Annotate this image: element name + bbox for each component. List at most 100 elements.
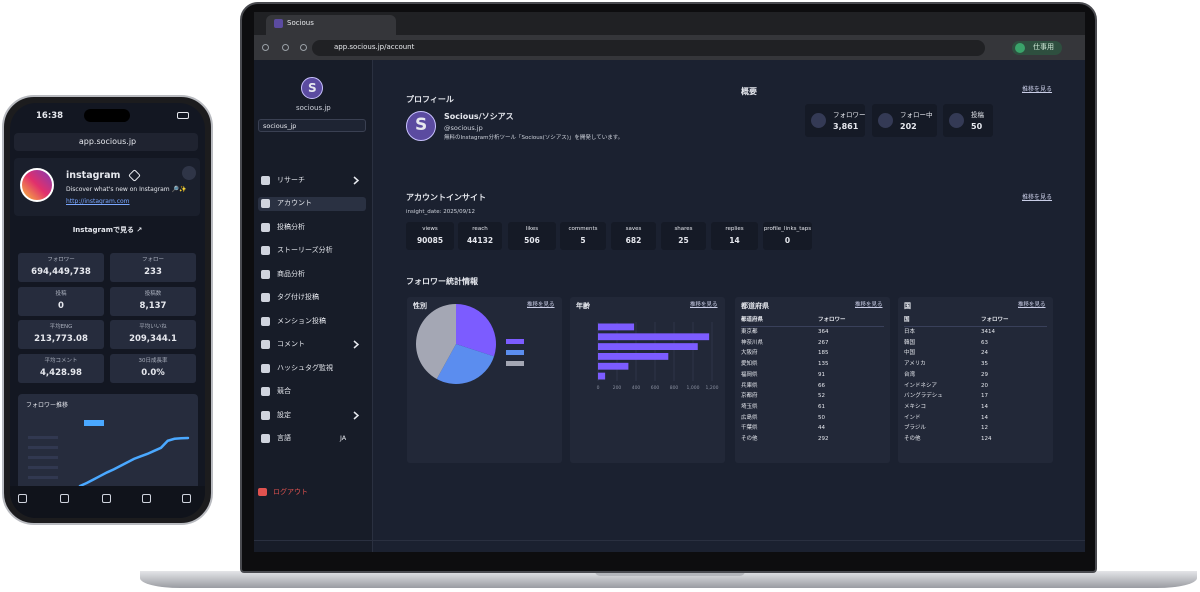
pie-slice — [456, 304, 496, 357]
menu-item[interactable]: リサーチ — [277, 176, 305, 184]
menu-icon — [261, 411, 270, 420]
ig-link[interactable]: http://instagram.com — [66, 198, 130, 205]
stat-value: 3,861 — [833, 122, 859, 131]
account-name: socious.jp — [296, 104, 331, 112]
menu-item[interactable]: アカウント — [277, 199, 312, 207]
link[interactable]: 推移を見る — [690, 302, 718, 308]
metric-label: likes — [525, 226, 539, 232]
phone-url[interactable]: app.socious.jp — [78, 137, 137, 146]
tab-favicon — [274, 19, 283, 28]
menu-item[interactable]: 設定 — [277, 411, 291, 419]
laptop-base — [140, 571, 1197, 588]
stat-card: 都道府県 推移を見る 都道府県 フォロワー 東京都 364 神奈川県 267 大阪府 185 愛知県… — [735, 297, 890, 463]
account-select: socious_jp — [258, 119, 366, 132]
insight-date: insight_date: 2025/09/12 — [406, 209, 475, 215]
x-tick-label: 0 — [597, 385, 600, 391]
link[interactable]: 推移を見る — [1022, 86, 1053, 93]
menu-item[interactable]: 言語 — [277, 434, 291, 442]
table-cell: アメリカ — [904, 361, 926, 368]
ig-button[interactable]: Instagramで見る ↗ — [72, 226, 143, 234]
nav-icon — [142, 494, 151, 503]
nav-button — [262, 44, 269, 51]
menu-item[interactable]: タグ付け投稿 — [277, 293, 319, 301]
chevron-icon — [353, 340, 360, 349]
logo: S — [301, 77, 323, 99]
omnibox — [312, 40, 985, 56]
table-header: 都道府県 — [741, 317, 764, 323]
metric-card: comments 5 — [560, 222, 606, 250]
table-header: フォロワー — [981, 317, 1009, 323]
url-bar — [14, 133, 198, 151]
metric-label: saves — [625, 226, 642, 232]
menu-item[interactable]: 投稿分析 — [277, 223, 305, 231]
phone-stat: フォロワー 694,449,738 — [18, 253, 104, 282]
link[interactable]: 推移を見る — [1018, 302, 1046, 308]
phone-stat: フォロー 233 — [110, 253, 196, 282]
stat-label: フォロー中 — [900, 111, 933, 119]
table-cell: 63 — [981, 339, 988, 346]
link[interactable]: 推移を見る — [1022, 194, 1053, 201]
profile-avatar — [1015, 43, 1025, 53]
stat-card: 国推移を見る国フォロワー 日本 3414 韓国 63 中国 24 アメリカ 35 台湾 29 インドネ… — [898, 297, 1053, 463]
table-cell: 12 — [981, 425, 988, 432]
chevron — [353, 411, 360, 420]
bar — [598, 323, 635, 331]
x-tick-label: 200 — [613, 385, 622, 391]
stat-value: 202 — [900, 122, 917, 131]
bar — [598, 353, 669, 360]
bar — [598, 333, 710, 341]
phone-stat-value: 8,137 — [139, 300, 167, 311]
table-cell: 61 — [818, 403, 825, 410]
tab-title[interactable]: Socious — [287, 19, 314, 27]
menu-item[interactable]: コメント — [277, 340, 305, 348]
link[interactable]: 推移を見る — [855, 302, 883, 308]
phone-stat: 投稿数 8,137 — [110, 286, 196, 316]
table-cell: インドネシア — [904, 382, 938, 389]
status-time: 16:38 — [36, 111, 64, 121]
language-value: JA — [340, 434, 347, 442]
metric-value: 0 — [784, 236, 791, 245]
phone-stat-value: 0 — [58, 300, 64, 311]
address-url[interactable]: app.socious.jp/account — [334, 43, 415, 51]
menu-item[interactable]: 商品分析 — [277, 270, 305, 278]
phone-stat: 平均いいね 209,344.1 — [110, 320, 196, 349]
ig-name: instagram — [66, 170, 121, 181]
menu-item[interactable]: ハッシュタグ監視 — [277, 364, 333, 372]
metric-value: 25 — [678, 236, 689, 245]
overview-card: フォロー中 202 — [872, 104, 937, 137]
x-tick-label: 400 — [632, 385, 641, 391]
metric-value: 682 — [625, 236, 642, 245]
phone-stat-value: 233 — [144, 267, 162, 277]
overview-card: 投稿 50 — [943, 104, 993, 137]
legend-swatch — [506, 350, 524, 355]
metric-label: profile_links_taps — [763, 226, 812, 232]
phone-screen: 16:38 app.socious.jp instagram Discover wha… — [10, 103, 205, 518]
metric-card: likes 506 — [508, 222, 556, 250]
table-cell: 135 — [818, 361, 829, 368]
profile-name: Socious/ソシアス — [444, 112, 514, 121]
stat-card: 性別 推移を見る — [407, 297, 562, 463]
menu-item[interactable]: ストーリーズ分析 — [277, 246, 333, 254]
card-title: 都道府県 — [741, 302, 769, 310]
link[interactable]: 推移を見る — [527, 302, 555, 308]
phone-stat: 平均ENG 213,773.08 — [18, 320, 104, 349]
phone-stat-label: 30日成長率 — [138, 357, 168, 364]
phone-stat-value: 4,428.98 — [40, 367, 82, 378]
card-title: 性別 — [413, 302, 427, 310]
table-cell: 日本 — [904, 329, 916, 335]
table-cell: 124 — [981, 436, 992, 442]
x-tick-label: 1,000 — [687, 385, 700, 391]
bar-chart: 0 200 400 600 800 1,000 1,200 — [597, 322, 719, 391]
table-cell: 台湾 — [904, 371, 916, 378]
phone-stat: 平均コメント 4,428.98 — [18, 353, 104, 383]
phone-stat-label: 平均ENG — [49, 324, 73, 330]
menu-item[interactable]: メンション投稿 — [277, 317, 326, 325]
menu-icon — [261, 317, 270, 326]
metric-card: views 90085 — [406, 222, 454, 250]
phone-stat-value: 694,449,738 — [31, 267, 91, 277]
profile-name[interactable]: 仕事用 — [1033, 43, 1054, 51]
logout[interactable]: ログアウト — [273, 488, 308, 496]
menu-item[interactable]: 競合 — [277, 387, 291, 395]
legend-swatch — [506, 339, 524, 344]
stat-label: 投稿 — [971, 111, 984, 119]
